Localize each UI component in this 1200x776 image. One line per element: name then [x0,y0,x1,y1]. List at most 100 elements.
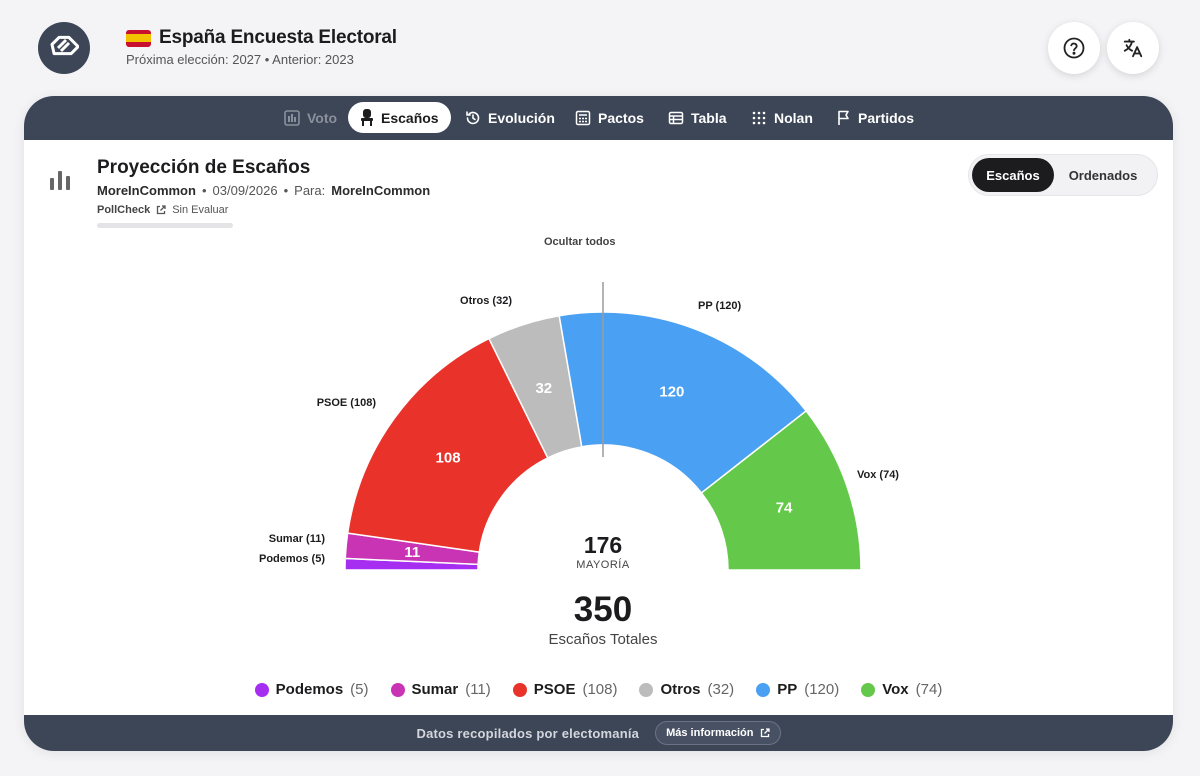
tab-escanos[interactable]: Escaños [348,102,451,133]
legend-name: PP [777,681,798,698]
pollster-name[interactable]: MoreInCommon [97,183,196,198]
slice-value-label: 108 [436,449,461,466]
calculator-icon [575,110,591,125]
legend-dot [390,682,405,697]
legend-value: (5) [350,681,369,698]
legend-dot [254,682,269,697]
legend-item-pp[interactable]: PP (120) [756,681,839,698]
slice-outer-label: PP (120) [698,300,742,312]
pollcheck-link[interactable]: PollCheck [97,204,151,216]
slice-value-label: 32 [535,380,552,397]
pollcheck-bar [97,223,233,228]
view-toggle: Escaños Ordenados [968,154,1158,196]
seat-icon [361,109,373,126]
tab-label: Escaños [381,109,439,126]
tab-partidos[interactable]: Partidos [825,102,926,133]
tab-nolan[interactable]: Nolan [739,102,825,133]
legend-value: (108) [582,681,618,698]
legend-value: (120) [804,681,840,698]
para-value: MoreInCommon [331,183,431,198]
legend-value: (32) [707,681,735,698]
legend-item-sumar[interactable]: Sumar (11) [390,681,491,698]
legend-value: (11) [465,681,491,698]
legend-name: Otros [660,681,701,698]
seat-projection-card: Voto Escaños Evolución Pactos Tabla Nola… [24,96,1173,751]
majority-value: 176 [584,532,622,558]
tab-tabla[interactable]: Tabla [656,102,739,133]
tab-label: Partidos [858,109,915,126]
legend-name: Vox [882,681,909,698]
pollcheck-status: Sin Evaluar [172,204,229,216]
legend-dot [512,682,527,697]
tab-voto[interactable]: Voto [272,102,349,133]
table-icon [668,111,684,124]
legend-value: (74) [915,681,943,698]
grid-dots-icon [752,111,766,124]
slice-outer-label: Otros (32) [460,295,512,307]
total-seats-label: Escaños Totales [549,631,658,648]
chart-bars-icon [50,171,70,190]
total-seats-value: 350 [574,590,632,629]
tab-label: Tabla [691,109,727,126]
poll-date: 03/09/2026 [212,183,278,198]
more-info-button[interactable]: Más información [655,721,781,745]
legend-name: PSOE [533,681,576,698]
poll-meta: MoreInCommon • 03/09/2026 • Para: MoreIn… [97,183,430,198]
spain-flag-icon [126,29,151,47]
para-label: Para: [294,183,326,198]
legend-item-podemos[interactable]: Podemos (5) [254,681,369,698]
app-subtitle: Próxima elección: 2027 • Anterior: 2023 [126,52,354,67]
footer: Datos recopilados por electomanía Más in… [24,715,1173,751]
pollcheck-row: PollCheck Sin Evaluar [97,204,228,216]
legend-item-otros[interactable]: Otros (32) [639,681,734,698]
tab-label: Pactos [598,109,644,126]
slice-vox [700,409,862,571]
external-link-icon [760,728,770,738]
legend-dot [639,682,654,697]
legend-name: Sumar [411,681,459,698]
bar-chart-icon [284,109,300,126]
ballot-logo-icon [50,35,79,56]
legend-dot [861,682,876,697]
panel-title: Proyección de Escaños [97,157,311,178]
slice-value-label: 11 [404,544,420,561]
chart-legend: Podemos (5) Sumar (11) PSOE (108) Otros (32) PP (… [24,681,1173,698]
app-title: España Encuesta Electoral [159,27,397,48]
tab-pactos[interactable]: Pactos [563,102,656,133]
flag-icon [838,110,849,125]
slice-outer-label: Vox (74) [857,469,899,481]
tab-label: Evolución [488,109,555,126]
slice-pp [558,311,808,494]
slice-outer-label: Sumar (11) [269,533,326,545]
tab-bar: Voto Escaños Evolución Pactos Tabla Nola… [24,96,1173,140]
history-icon [466,110,480,124]
legend-dot [756,682,771,697]
slice-outer-label: PSOE (108) [317,397,377,409]
hide-all-button[interactable]: Ocultar todos [544,236,616,248]
slice-outer-label: Podemos (5) [259,553,325,565]
toggle-escanos-button[interactable]: Escaños [972,158,1054,192]
slice-value-label: 74 [776,500,793,517]
slice-value-label: 120 [659,383,684,400]
translate-button[interactable] [1107,22,1159,74]
separator-dot: • [283,183,289,198]
separator-dot: • [201,183,207,198]
tab-evolucion[interactable]: Evolución [453,102,567,133]
tab-label: Nolan [774,109,813,126]
app-logo[interactable] [38,22,90,74]
external-link-icon[interactable] [156,205,166,215]
app-title-row: España Encuesta Electoral [126,27,397,49]
translate-icon [1123,38,1143,58]
toggle-ordenados-button[interactable]: Ordenados [1068,167,1138,183]
majority-label: MAYORÍA [576,558,630,571]
more-info-label: Más información [666,727,754,739]
help-circle-icon [1063,37,1085,59]
help-button[interactable] [1048,22,1100,74]
hemicycle-chart: Podemos (5) 11 Sumar (11) 108 PSOE (108) 32 Ot… [259,282,899,648]
tab-label: Voto [307,109,338,126]
legend-item-vox[interactable]: Vox (74) [861,681,942,698]
legend-item-psoe[interactable]: PSOE (108) [512,681,618,698]
footer-text: Datos recopilados por electomanía [416,725,640,741]
legend-name: Podemos [275,681,344,698]
slice-psoe [346,337,549,553]
